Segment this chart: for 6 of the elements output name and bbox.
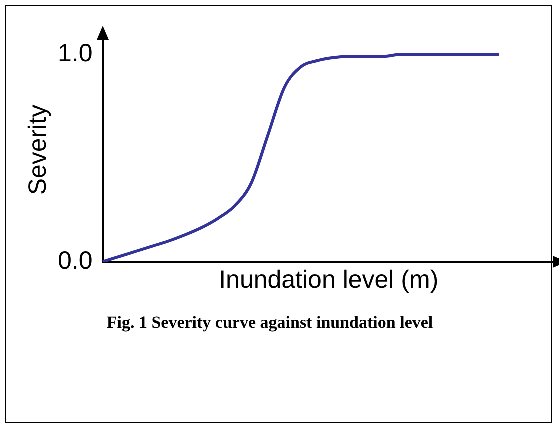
y-axis-title: Severity [24,104,52,196]
caption: Fig. 1 Severity curve against inundation level [106,313,434,333]
x-axis-title: Inundation level (m) [219,266,439,294]
y-tick-label: 0.0 [58,246,93,275]
line-series [102,53,501,262]
y-tick-label: 1.0 [58,39,93,68]
